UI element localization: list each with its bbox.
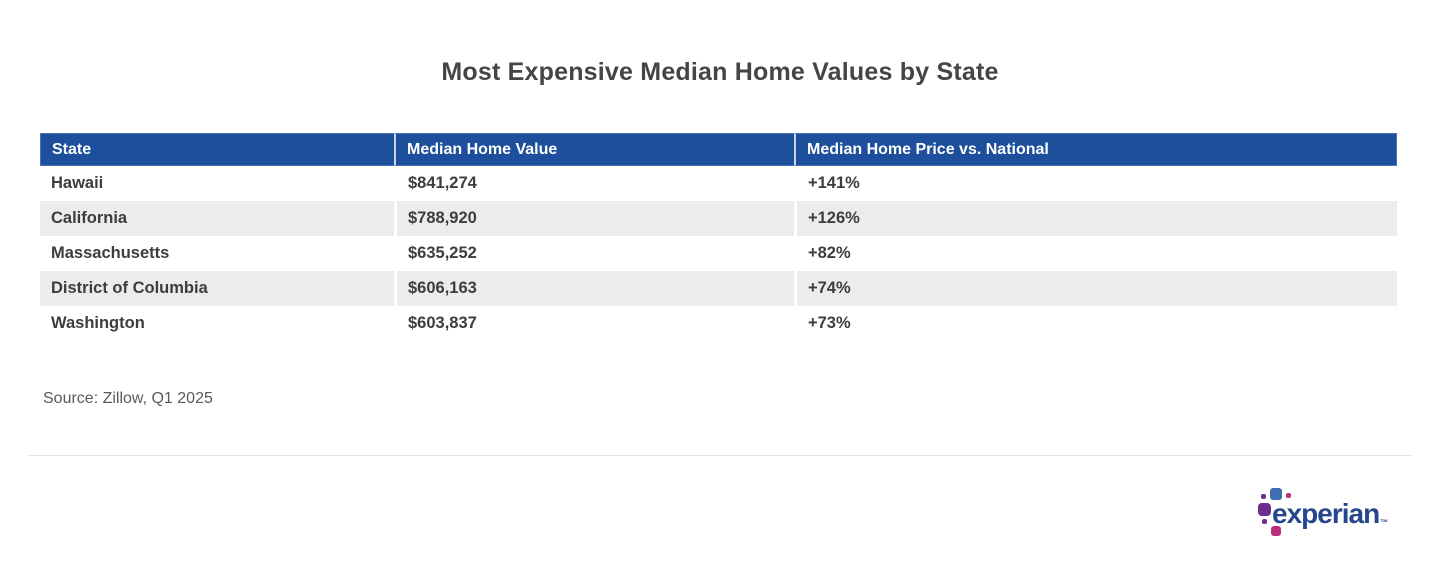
cell-median-home-value: $788,920 — [394, 201, 794, 236]
cell-vs-national: +74% — [794, 271, 1397, 306]
cell-vs-national: +82% — [794, 236, 1397, 271]
experian-wordmark-text: experian — [1272, 498, 1380, 529]
cell-vs-national: +126% — [794, 201, 1397, 236]
cell-state: District of Columbia — [40, 271, 394, 306]
cell-median-home-value: $841,274 — [394, 166, 794, 201]
table-row: Hawaii $841,274 +141% — [40, 166, 1397, 201]
column-header-median-home-value: Median Home Value — [394, 133, 794, 166]
home-values-table-container: State Median Home Value Median Home Pric… — [40, 133, 1397, 341]
cell-state: Massachusetts — [40, 236, 394, 271]
column-header-vs-national: Median Home Price vs. National — [794, 133, 1397, 166]
logo-square-blue-icon — [1270, 488, 1282, 500]
table-row: Washington $603,837 +73% — [40, 306, 1397, 341]
logo-dot-purple-small-icon — [1262, 519, 1267, 524]
table-header-row: State Median Home Value Median Home Pric… — [40, 133, 1397, 166]
cell-state: California — [40, 201, 394, 236]
cell-state: Hawaii — [40, 166, 394, 201]
cell-median-home-value: $606,163 — [394, 271, 794, 306]
page-title: Most Expensive Median Home Values by Sta… — [441, 58, 999, 86]
table-row: California $788,920 +126% — [40, 201, 1397, 236]
source-note: Source: Zillow, Q1 2025 — [43, 390, 213, 407]
logo-dot-magenta-icon — [1286, 493, 1291, 498]
logo-dot-purple-small-icon — [1261, 494, 1266, 499]
logo-square-purple-icon — [1258, 503, 1271, 516]
table-row: District of Columbia $606,163 +74% — [40, 271, 1397, 306]
cell-state: Washington — [40, 306, 394, 341]
experian-logo: experian ™ — [1258, 487, 1398, 541]
table-row: Massachusetts $635,252 +82% — [40, 236, 1397, 271]
cell-vs-national: +141% — [794, 166, 1397, 201]
trademark-symbol: ™ — [1380, 518, 1389, 527]
experian-logo-icon — [1258, 487, 1294, 539]
cell-vs-national: +73% — [794, 306, 1397, 341]
logo-square-magenta-icon — [1271, 526, 1281, 536]
column-header-state: State — [40, 133, 394, 166]
cell-median-home-value: $635,252 — [394, 236, 794, 271]
footer-divider — [28, 455, 1412, 456]
experian-wordmark: experian ™ — [1272, 487, 1388, 541]
home-values-table: State Median Home Value Median Home Pric… — [40, 133, 1397, 341]
cell-median-home-value: $603,837 — [394, 306, 794, 341]
